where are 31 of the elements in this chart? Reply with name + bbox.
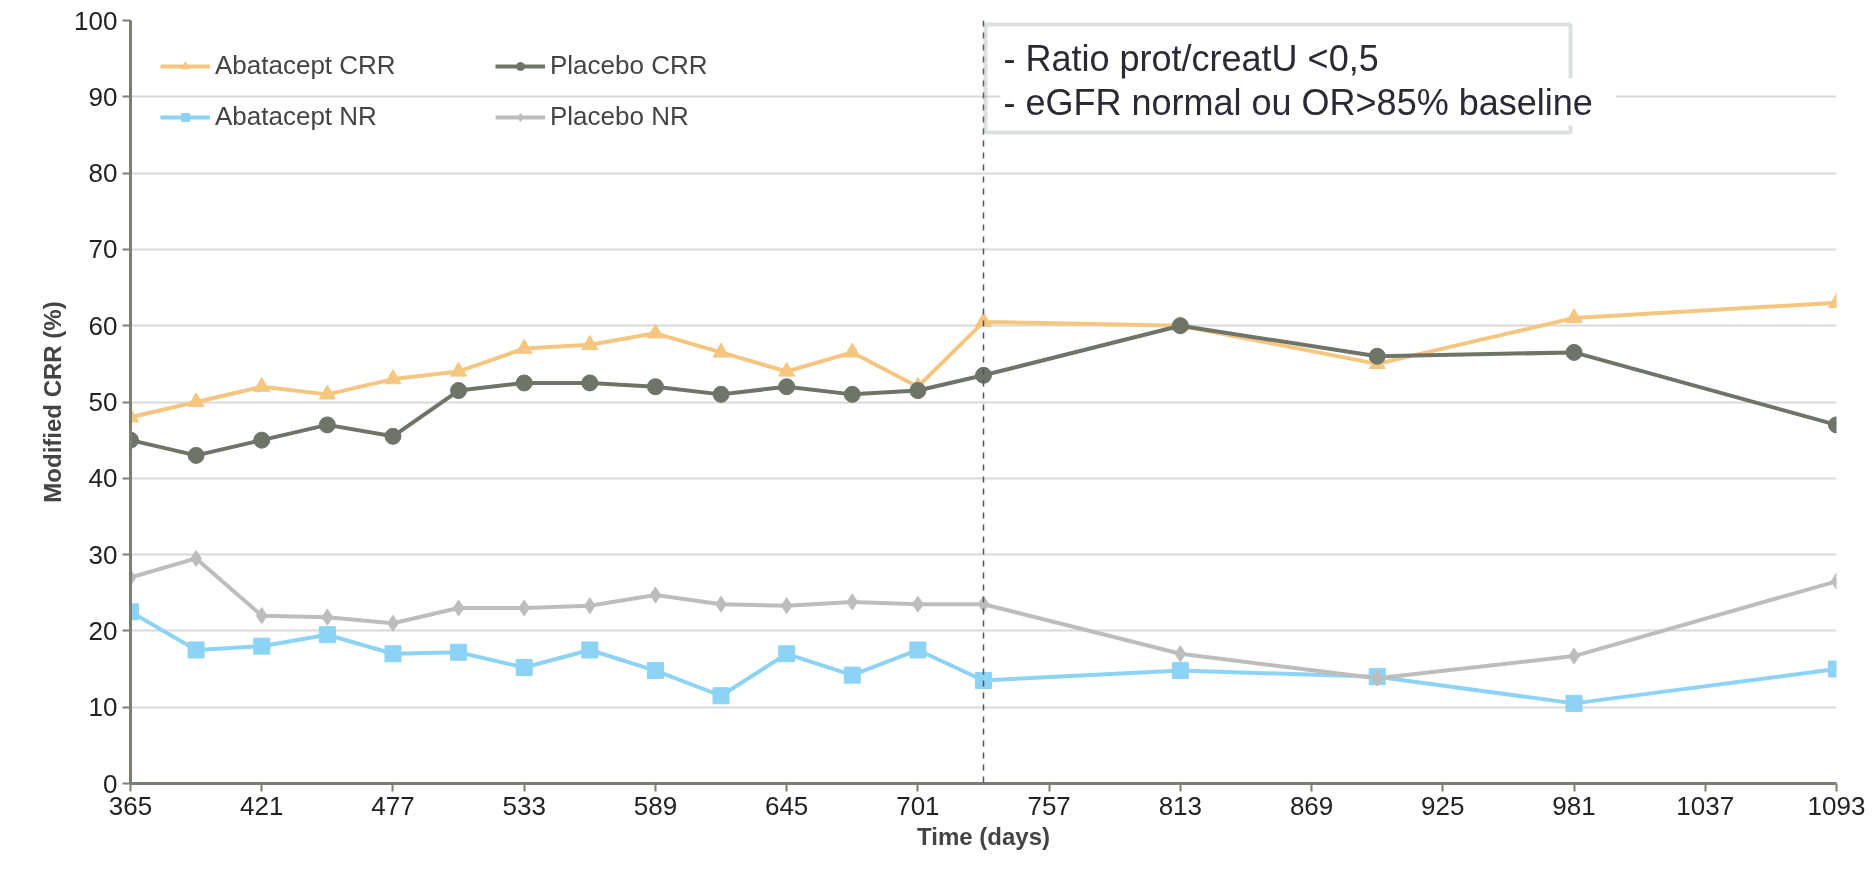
- annotation: - eGFR normal ou OR>85% baseline: [1003, 81, 1593, 123]
- y-tick-label: 80: [88, 158, 118, 189]
- y-tick-label: 90: [88, 81, 118, 112]
- y-tick-label: 10: [88, 692, 118, 723]
- x-axis-title: Time (days): [917, 822, 1050, 850]
- x-tick-label: 589: [633, 790, 678, 821]
- y-tick-label: 70: [88, 234, 118, 265]
- x-tick-label: 645: [764, 790, 809, 821]
- x-tick-label: 477: [371, 790, 415, 821]
- x-tick-label: 757: [1027, 790, 1071, 821]
- x-tick-label: 1093: [1807, 790, 1866, 821]
- x-tick-label: 421: [240, 790, 284, 821]
- y-tick-label: 20: [88, 615, 118, 646]
- x-tick-label: 869: [1289, 790, 1334, 821]
- y-tick-label: 30: [88, 539, 118, 570]
- legend-label: Placebo CRR: [550, 50, 709, 81]
- y-tick-label: 100: [74, 5, 118, 36]
- x-tick-label: 813: [1158, 790, 1203, 821]
- y-axis-title: Modified CRR (%): [39, 301, 67, 503]
- y-tick-label: 40: [88, 463, 118, 494]
- x-tick-label: 1037: [1676, 790, 1735, 821]
- y-tick-label: 50: [88, 387, 118, 417]
- x-tick-label: 701: [896, 790, 940, 821]
- legend-label: Abatacept NR: [215, 101, 378, 132]
- legend-label: Abatacept CRR: [215, 50, 397, 81]
- y-tick-label: 60: [88, 310, 118, 341]
- x-tick-label: 925: [1421, 790, 1465, 821]
- x-tick-label: 533: [502, 790, 546, 821]
- annotation: - Ratio prot/creatU <0,5: [1003, 37, 1379, 79]
- legend-label: Placebo NR: [550, 101, 690, 132]
- x-tick-label: 981: [1552, 790, 1596, 821]
